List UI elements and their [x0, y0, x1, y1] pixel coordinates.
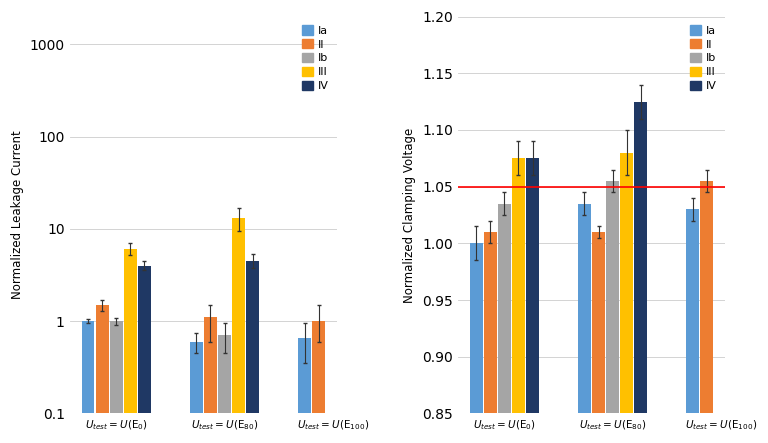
Bar [247, 261, 259, 413]
Bar [232, 218, 245, 413]
Bar [621, 153, 633, 443]
Bar [138, 266, 151, 413]
Bar [606, 181, 619, 443]
Bar [526, 158, 539, 443]
Bar [470, 243, 482, 443]
Legend: Ia, II, Ib, III, IV: Ia, II, Ib, III, IV [299, 22, 332, 94]
Bar [218, 335, 231, 413]
Y-axis label: Normalized Clamping Voltage: Normalized Clamping Voltage [403, 128, 416, 303]
Bar [313, 321, 325, 413]
Bar [204, 317, 217, 413]
Bar [298, 338, 311, 413]
Bar [634, 101, 647, 443]
Bar [592, 232, 605, 443]
Bar [110, 321, 123, 413]
Bar [512, 158, 525, 443]
Bar [484, 232, 497, 443]
Bar [578, 204, 591, 443]
Bar [687, 210, 699, 443]
Bar [700, 181, 713, 443]
Bar [82, 321, 94, 413]
Bar [124, 249, 137, 413]
Bar [96, 305, 108, 413]
Y-axis label: Normalized Leakage Current: Normalized Leakage Current [11, 131, 24, 299]
Legend: Ia, II, Ib, III, IV: Ia, II, Ib, III, IV [687, 22, 720, 94]
Bar [498, 204, 511, 443]
Bar [190, 342, 203, 413]
